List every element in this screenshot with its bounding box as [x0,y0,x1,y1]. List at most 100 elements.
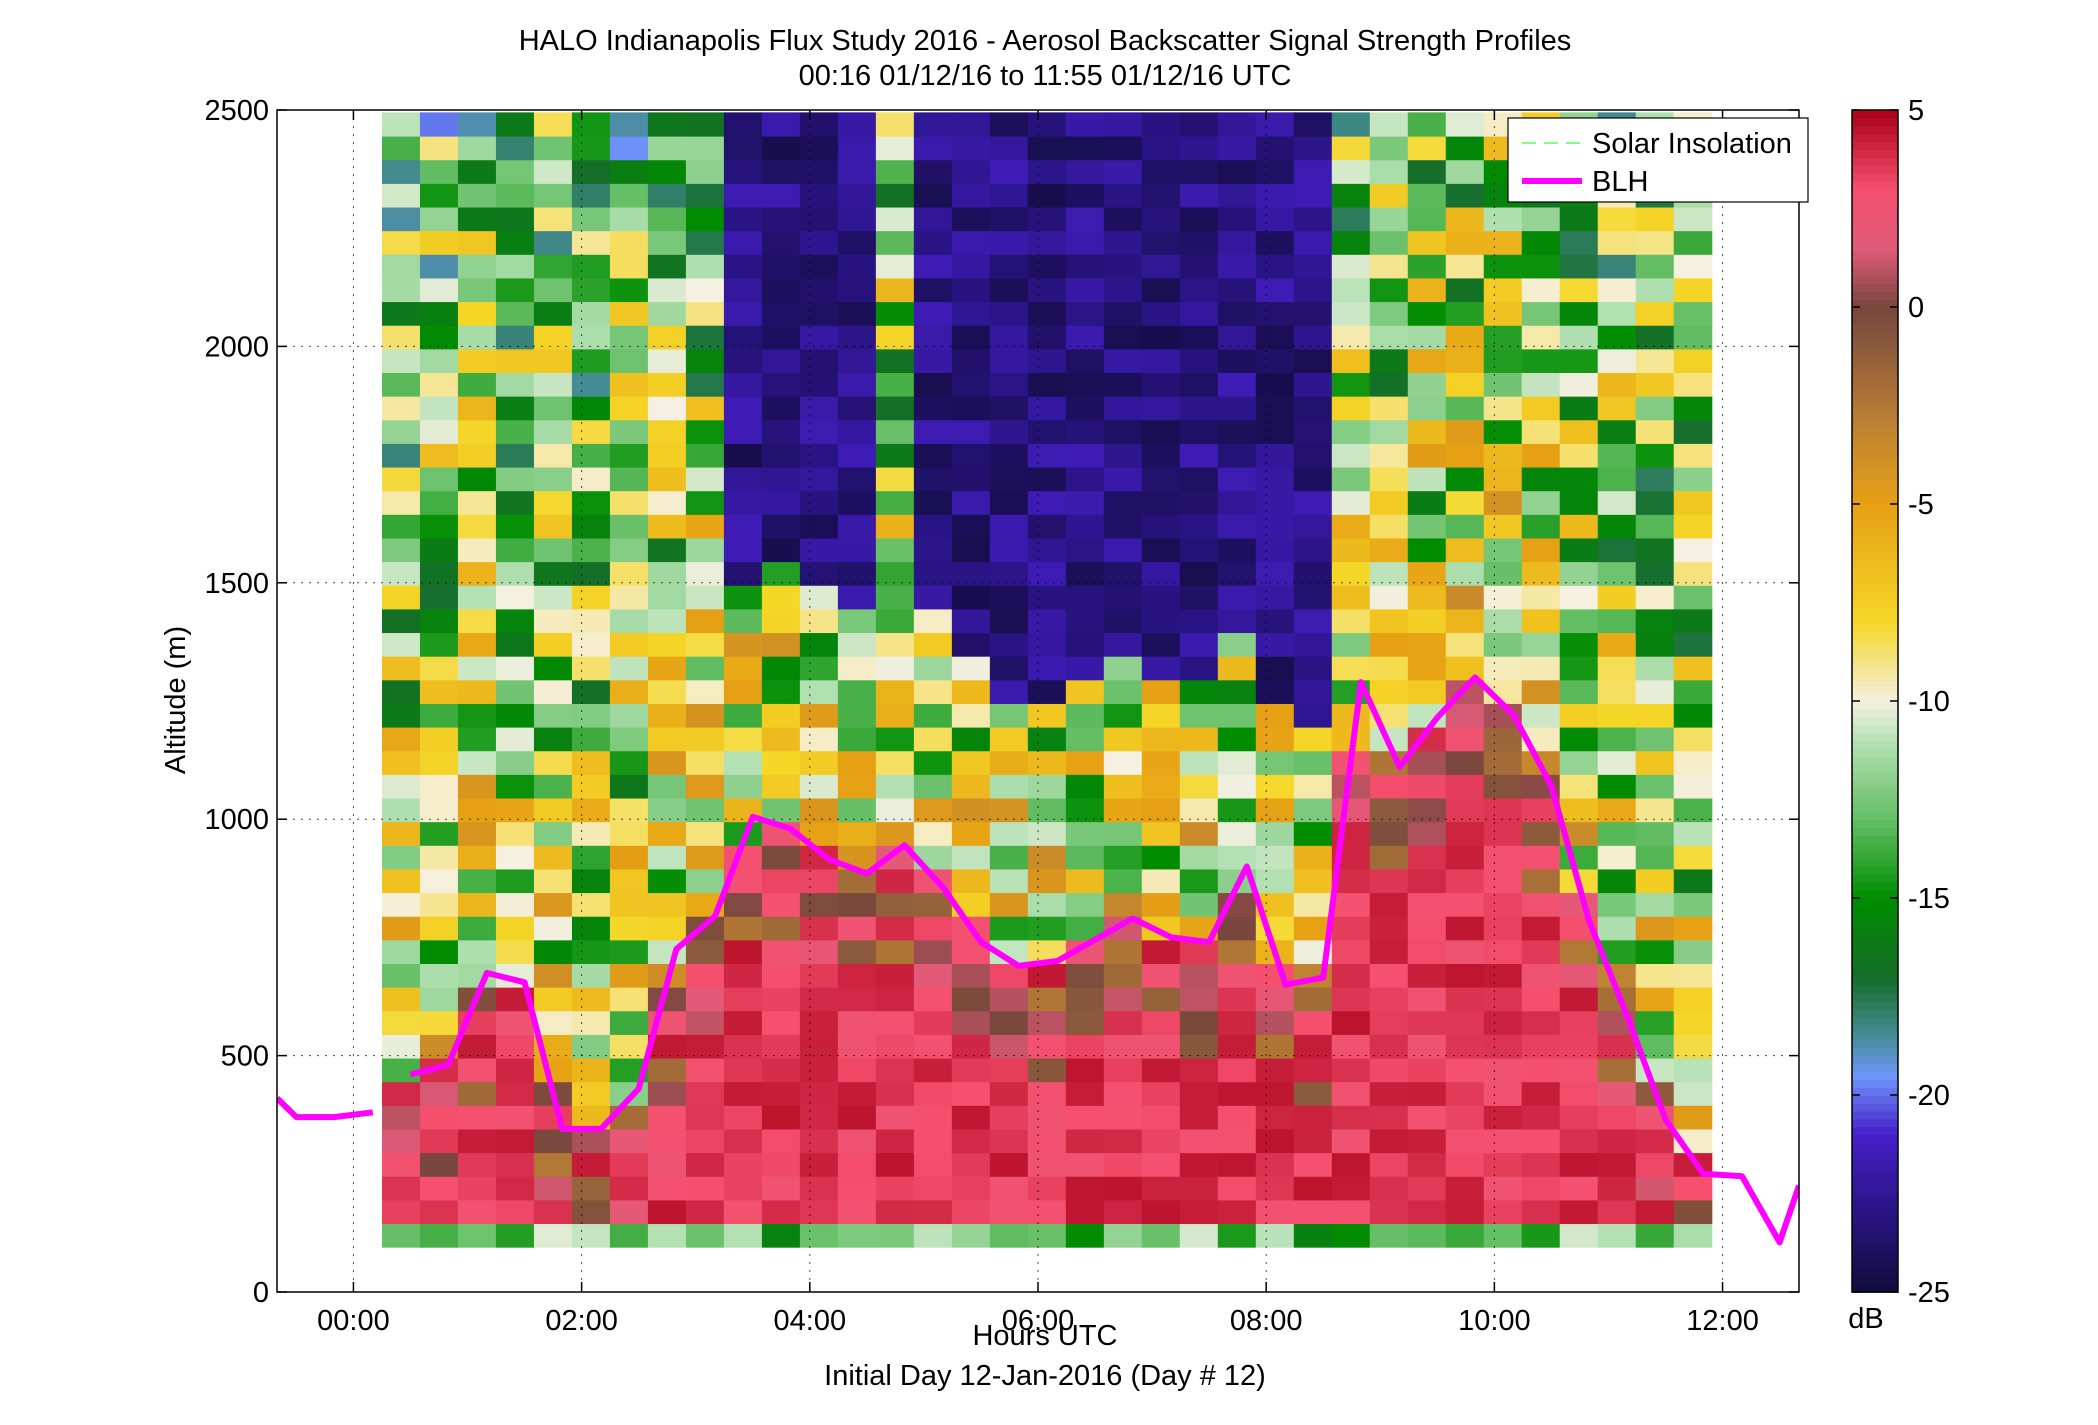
heatmap-cell [381,892,421,917]
heatmap-cell [1027,514,1067,539]
heatmap-cell [1255,325,1295,350]
heatmap-cell [951,774,991,799]
heatmap-cell [609,845,649,870]
heatmap-cell [1635,372,1675,397]
heatmap-cell [1597,727,1637,752]
heatmap-cell [1521,916,1561,941]
heatmap-cell [1407,1034,1447,1059]
heatmap-cell [913,254,953,279]
heatmap-cell [1255,1057,1295,1083]
heatmap-cell [381,325,421,350]
heatmap-cell [1065,892,1105,917]
heatmap-cell [799,632,839,657]
heatmap-cell [913,183,953,208]
blh-line [277,1096,374,1121]
heatmap-cell [761,466,801,492]
heatmap-cell [1597,679,1637,704]
heatmap-cell [1407,325,1447,350]
heatmap-cell [685,561,725,586]
heatmap-cell [1483,963,1523,988]
heatmap-cell [1521,1128,1561,1154]
heatmap-cell [1217,325,1257,350]
colorbar-band [1852,1189,1898,1199]
heatmap-cell [989,703,1029,728]
heatmap-cell [419,348,459,373]
heatmap-cell [1179,443,1219,468]
heatmap-cell [1445,1010,1485,1035]
heatmap-cell [1407,396,1447,421]
colorbar-band [1852,937,1898,947]
heatmap-cell [647,1128,687,1154]
heatmap-cell [533,1199,573,1225]
heatmap-cell [1331,537,1371,563]
colorbar-band [1852,866,1898,876]
heatmap-cell [1331,277,1371,303]
heatmap-cell [1179,727,1219,752]
heatmap-cell [1141,939,1181,964]
heatmap-cell [495,1057,535,1083]
heatmap-cell [1217,419,1257,444]
colorbar-band [1852,1118,1898,1128]
heatmap-cell [1255,1034,1295,1059]
heatmap-cell [951,1034,991,1059]
heatmap-cell [1179,1128,1219,1154]
heatmap-cell [1141,372,1181,397]
heatmap-cell [1217,396,1257,421]
heatmap-cell [1217,1128,1257,1154]
heatmap-cell [685,325,725,350]
heatmap-cell [381,1057,421,1083]
heatmap-cell [1331,514,1371,539]
heatmap-cell [1597,1105,1637,1130]
heatmap-cell [1483,1199,1523,1225]
heatmap-cell [1673,608,1713,634]
heatmap-cell [1217,112,1257,137]
heatmap-cell [1369,183,1409,208]
x-tick-label: 06:00 [1002,1305,1075,1337]
heatmap-cell [609,254,649,279]
heatmap-cell [533,703,573,728]
heatmap-cell [1635,892,1675,917]
heatmap-cell [837,561,877,586]
heatmap-cell [1217,183,1257,208]
heatmap-cell [1331,561,1371,586]
heatmap-cell [495,916,535,941]
heatmap-cell [1027,797,1067,823]
heatmap-cell [457,868,497,894]
heatmap-cell [685,419,725,444]
colorbar-band [1852,425,1898,434]
heatmap-cell [761,987,801,1012]
colorbar-band [1852,1268,1898,1278]
heatmap-cell [495,608,535,634]
heatmap-cell [1597,656,1637,681]
heatmap-cell [495,585,535,610]
heatmap-cell [1635,490,1675,515]
colorbar-band [1852,590,1898,600]
heatmap-cell [1597,325,1637,350]
heatmap-cell [989,372,1029,397]
heatmap-cell [1369,490,1409,515]
heatmap-cell [1635,703,1675,728]
heatmap-cell [647,277,687,303]
heatmap-cell [647,585,687,610]
heatmap-cell [1559,1152,1599,1177]
heatmap-cell [1217,159,1257,184]
heatmap-cell [571,254,611,279]
heatmap-cell [799,1176,839,1201]
colorbar-band [1852,125,1898,135]
heatmap-cell [609,750,649,775]
heatmap-cell [837,466,877,492]
heatmap-cell [1407,750,1447,775]
colorbar-band [1852,1095,1898,1104]
heatmap-cell [1483,301,1523,326]
heatmap-cell [1331,230,1371,255]
legend: Solar Insolation BLH [1507,117,1809,203]
heatmap-cell [1445,892,1485,917]
heatmap-cell [1673,490,1713,515]
heatmap-cell [951,1010,991,1035]
heatmap-cell [1141,1176,1181,1201]
heatmap-cell [913,112,953,137]
heatmap-cell [571,1152,611,1177]
heatmap-cell [1179,703,1219,728]
heatmap-cell [989,206,1029,232]
heatmap-cell [1217,443,1257,468]
